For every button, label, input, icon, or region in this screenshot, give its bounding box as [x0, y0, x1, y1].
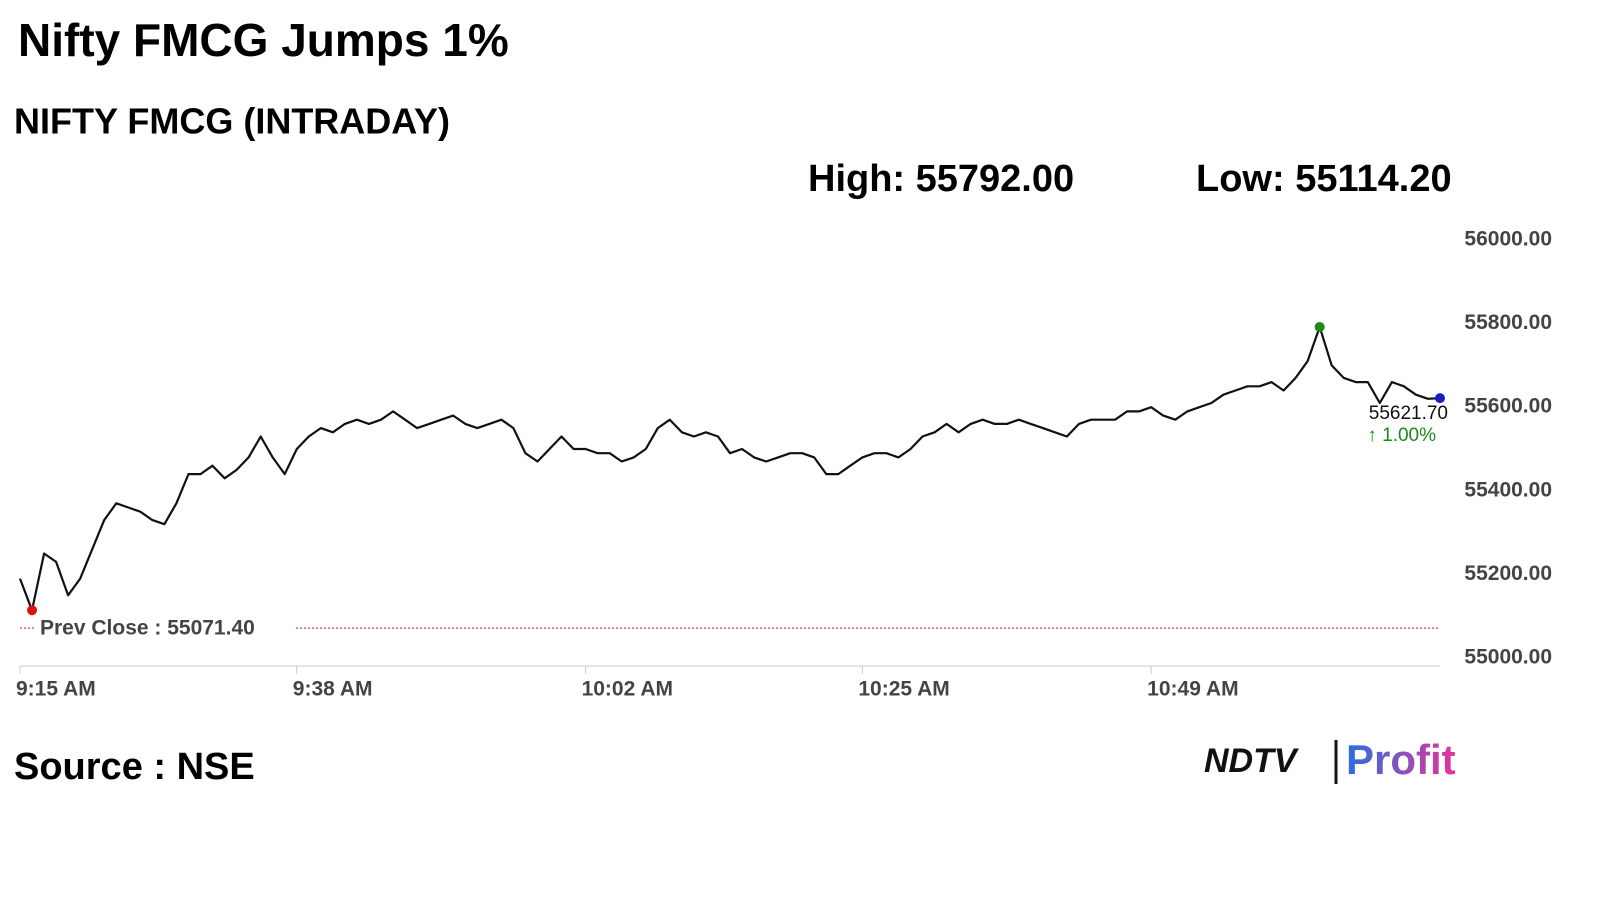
y-tick-label: 55200.00 — [1464, 562, 1552, 585]
y-tick-label: 55000.00 — [1464, 646, 1552, 669]
price-line — [18, 325, 1441, 612]
chart-subtitle: NIFTY FMCG (INTRADAY) — [14, 101, 450, 142]
last-marker — [1435, 393, 1445, 404]
x-tick-label: 10:49 AM — [1147, 678, 1238, 701]
low-marker — [27, 605, 38, 616]
brand-right: Profit — [1346, 736, 1456, 783]
high-label: High: 55792.00 — [808, 158, 1074, 200]
change-label: ↑ 1.00% — [1367, 425, 1436, 446]
chart-title: Nifty FMCG Jumps 1% — [18, 14, 509, 66]
brand-left: NDTV — [1204, 742, 1300, 780]
y-tick-label: 55600.00 — [1464, 395, 1552, 418]
source: Source : NSE — [14, 746, 255, 788]
x-tick-label: 9:38 AM — [293, 678, 373, 701]
last-label: 55621.70 — [1369, 403, 1448, 424]
y-tick-label: 56000.00 — [1464, 228, 1552, 251]
high-marker — [1314, 321, 1325, 332]
x-tick-label: 10:02 AM — [582, 678, 673, 701]
y-tick-label: 55400.00 — [1464, 478, 1552, 501]
x-tick-label: 10:25 AM — [858, 678, 949, 701]
prev-close-label: Prev Close : 55071.40 — [40, 617, 255, 640]
x-tick-label: 9:15 AM — [16, 678, 96, 701]
y-tick-label: 55800.00 — [1464, 311, 1552, 334]
low-label: Low: 55114.20 — [1196, 158, 1452, 200]
